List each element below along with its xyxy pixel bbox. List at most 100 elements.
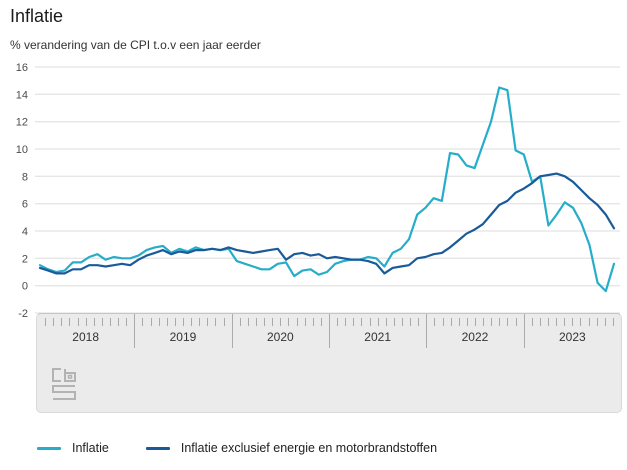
month-tick (434, 318, 436, 326)
month-tick (499, 318, 501, 326)
month-tick (256, 318, 257, 326)
month-tick (280, 318, 282, 326)
legend-item-kerninflatie[interactable]: Inflatie exclusief energie en motorbrand… (145, 441, 438, 455)
month-tick (312, 318, 314, 326)
year-separator (329, 314, 330, 348)
y-tick-label: 8 (22, 171, 28, 183)
y-tick-label: 14 (16, 89, 28, 101)
y-tick-label: 0 (22, 281, 28, 293)
series-line-kerninflatie (38, 172, 616, 275)
month-tick (572, 318, 574, 326)
month-tick (191, 318, 193, 326)
year-separator (426, 314, 428, 348)
month-tick (596, 318, 598, 326)
y-tick-label: 6 (22, 199, 28, 211)
month-tick (337, 318, 339, 326)
legend-swatch-inflatie (37, 446, 61, 450)
month-tick (491, 318, 493, 326)
month-tick (475, 318, 476, 326)
year-label-2022: 2022 (461, 330, 489, 344)
y-tick-label: 10 (16, 144, 28, 156)
month-tick (418, 318, 420, 326)
cbs-logo-b (64, 369, 76, 382)
cbs-logo (52, 368, 76, 400)
month-tick (304, 318, 306, 326)
month-tick (239, 318, 241, 326)
year-label-2018: 2018 (72, 330, 99, 344)
month-tick (207, 318, 209, 326)
month-tick (69, 318, 71, 326)
month-tick (556, 318, 558, 326)
month-tick (223, 318, 225, 326)
month-tick (393, 318, 395, 326)
month-tick (296, 318, 298, 326)
month-tick (385, 318, 387, 326)
year-separator (134, 314, 136, 348)
legend-label-inflatie: Inflatie (72, 441, 109, 455)
month-tick (369, 318, 371, 326)
legend-item-inflatie[interactable]: Inflatie (37, 441, 109, 455)
legend-label-kerninflatie: Inflatie exclusief energie en motorbrand… (180, 441, 438, 455)
legend: Inflatie Inflatie exclusief energie en m… (37, 441, 437, 455)
month-tick (531, 318, 533, 326)
month-tick (93, 318, 95, 326)
month-tick (150, 318, 152, 326)
month-tick (53, 318, 55, 326)
month-tick (410, 318, 412, 326)
month-tick (507, 318, 509, 326)
month-tick (442, 318, 444, 326)
month-tick (539, 318, 541, 326)
y-tick-label: 2 (22, 253, 28, 265)
month-tick (548, 318, 549, 326)
month-tick (126, 318, 128, 326)
month-tick (580, 318, 582, 326)
y-tick-label: 16 (16, 62, 28, 74)
month-tick (85, 318, 87, 326)
month-tick (361, 318, 363, 326)
y-tick-label: 4 (22, 226, 28, 238)
cbs-logo-b-counter (67, 374, 73, 379)
chart-title: Inflatie (10, 6, 64, 26)
month-tick (402, 318, 403, 326)
month-tick (142, 318, 144, 326)
month-tick (466, 318, 468, 326)
month-tick (612, 318, 614, 326)
year-separator (231, 314, 233, 348)
month-tick (320, 318, 322, 326)
month-tick (272, 318, 274, 326)
year-label-2021: 2021 (364, 330, 391, 344)
month-tick (588, 318, 590, 326)
legend-swatch-kerninflatie (145, 446, 170, 450)
month-tick (264, 318, 266, 326)
y-tick-label: 12 (16, 117, 28, 129)
month-tick (288, 318, 290, 326)
month-tick (166, 318, 168, 326)
year-label-2019: 2019 (169, 330, 197, 344)
month-tick (515, 318, 517, 326)
month-tick (247, 318, 249, 326)
month-tick (77, 318, 79, 326)
cbs-logo-s (52, 385, 76, 400)
month-tick (345, 318, 347, 326)
month-tick (118, 318, 120, 326)
month-tick (483, 318, 485, 326)
year-label-2023: 2023 (558, 330, 586, 344)
series-line-inflatie (38, 86, 616, 293)
month-tick (101, 318, 103, 326)
y-tick-label: -2 (18, 308, 28, 320)
month-tick (564, 318, 566, 326)
month-tick (353, 318, 355, 326)
month-tick (458, 318, 460, 326)
month-tick (183, 318, 184, 326)
chart-subtitle: % verandering van de CPI t.o.v een jaar … (10, 38, 261, 52)
year-separator (523, 314, 525, 348)
year-label-2020: 2020 (266, 330, 294, 344)
month-tick (604, 318, 606, 326)
time-axis-slider[interactable]: 2018 2019 2020 2021 2022 2023 (36, 313, 622, 413)
cbs-logo-c (52, 368, 61, 382)
month-tick (199, 318, 201, 326)
month-tick (158, 318, 160, 326)
month-tick (215, 318, 217, 326)
